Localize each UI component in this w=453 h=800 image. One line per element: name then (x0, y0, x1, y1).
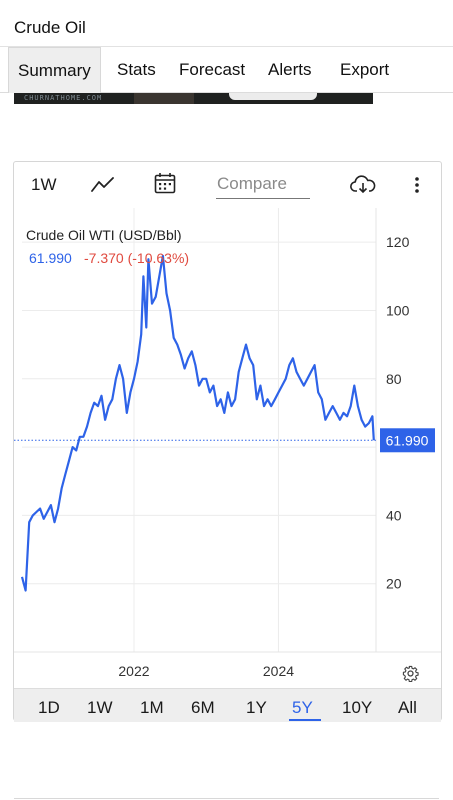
more-vertical-icon[interactable] (414, 176, 420, 199)
legend-price: 61.990 (29, 250, 72, 266)
tab-bar: Summary Stats Forecast Alerts Export (0, 47, 453, 93)
period-selector: 1D 1W 1M 6M 1Y 5Y 10Y All (14, 688, 441, 722)
y-tick-label: 40 (386, 507, 402, 523)
ad-image (134, 93, 194, 104)
x-tick-label: 2022 (118, 663, 149, 679)
period-1d[interactable]: 1D (38, 698, 60, 717)
tab-export[interactable]: Export (340, 60, 390, 79)
y-tick-label: 20 (386, 576, 402, 592)
tab-forecast[interactable]: Forecast (179, 60, 246, 79)
y-tick-label: 120 (386, 234, 410, 250)
period-6m[interactable]: 6M (191, 698, 215, 717)
price-series-line (20, 254, 375, 592)
calendar-icon[interactable] (154, 172, 176, 199)
period-10y[interactable]: 10Y (342, 698, 373, 717)
tab-stats[interactable]: Stats (117, 60, 156, 79)
chart-settings-gear-icon[interactable] (402, 665, 419, 687)
compare-input[interactable]: Compare (216, 174, 310, 199)
period-all[interactable]: All (398, 698, 417, 717)
period-selected-underline (289, 719, 321, 721)
divider (14, 798, 439, 799)
last-price-badge-label: 61.990 (386, 432, 429, 448)
y-tick-label: 100 (386, 302, 410, 318)
x-tick-label: 2024 (263, 663, 294, 679)
period-1y[interactable]: 1Y (246, 698, 267, 717)
tab-summary[interactable]: Summary (8, 47, 101, 93)
range-selector[interactable]: 1W (31, 175, 57, 194)
ad-banner[interactable]: CHURNATHOME.COM (14, 93, 373, 104)
y-tick-label: 80 (386, 371, 402, 387)
app-title: Crude Oil (14, 18, 86, 37)
last-price-badge (380, 428, 435, 453)
tab-alerts[interactable]: Alerts (268, 60, 312, 79)
chart-card: 1W Compare (13, 161, 442, 722)
ad-button[interactable] (229, 93, 317, 100)
line-chart-icon[interactable] (91, 174, 115, 199)
period-1m[interactable]: 1M (140, 698, 164, 717)
app-header: Crude Oil (0, 0, 453, 47)
legend-change: -7.370 (-10.63%) (84, 250, 190, 266)
legend-instrument-name: Crude Oil WTI (USD/Bbl) (26, 227, 182, 243)
ad-text: CHURNATHOME.COM (24, 94, 103, 102)
chart-toolbar: 1W Compare (14, 162, 441, 208)
period-1w[interactable]: 1W (87, 698, 113, 717)
period-5y[interactable]: 5Y (292, 698, 313, 717)
cloud-download-icon[interactable] (350, 174, 376, 199)
price-chart[interactable]: 204060801001202022202461.990 (14, 162, 441, 688)
